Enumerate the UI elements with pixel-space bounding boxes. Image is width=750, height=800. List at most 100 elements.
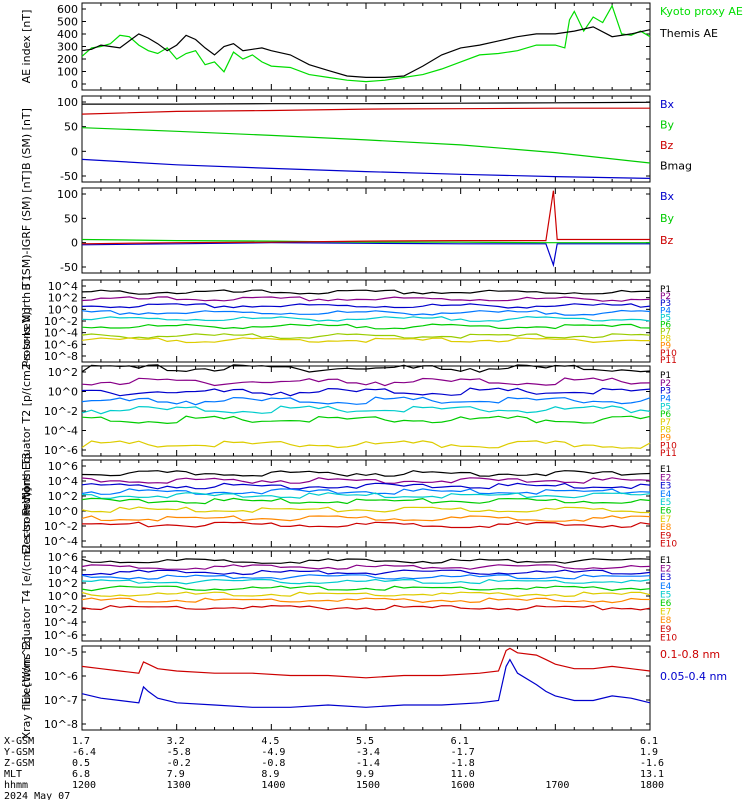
legend-entry: P6 [660,410,671,420]
footer-row-label: hhmm [4,780,28,791]
series-line-bz [81,107,650,115]
series-line-p4 [81,309,651,316]
legend-entry: P3 [660,299,671,309]
y-tick-label: 50 [64,121,78,134]
footer-value: 13.1 [640,769,664,780]
y-tick-label: 10^2 [48,292,78,305]
series-line-e7 [81,506,650,514]
footer-value: 4.5 [261,736,279,747]
legend-entry: E6 [660,507,672,517]
footer-row-label: Y-GSM [4,747,34,758]
y-tick-label: 10^-6 [44,629,78,642]
legend-entry: E10 [660,633,677,643]
panel-7: 10^610^410^210^010^-210^-410^-6Electrons… [20,487,677,704]
footer-value: 1400 [261,780,285,791]
series-line-e2 [81,564,651,570]
legend-entry: 0.1-0.8 nm [660,648,720,661]
footer-value: 9.9 [356,769,374,780]
y-tick-label: 10^4 [48,475,78,488]
footer-value: -4.9 [261,747,285,758]
footer-value: -5.8 [167,747,191,758]
legend-entry: Bx [660,98,675,111]
panel-frame [81,187,651,274]
legend-entry: By [660,212,675,225]
y-tick-label: 10^-4 [44,535,78,548]
y-tick-label: 10^-2 [44,405,78,418]
legend-entry: 0.05-0.4 nm [660,670,727,683]
legend-entry: Bz [660,234,674,247]
series-line-0-05-0-4-nm [81,658,651,708]
series-line-e2 [81,477,651,484]
y-tick-label: 10^-8 [44,350,78,363]
footer-value: 6.1 [640,736,658,747]
y-tick-label: 100 [57,188,78,201]
series-line-e3 [81,482,651,490]
legend-entry: P5 [660,313,671,323]
legend-entry: E3 [660,573,671,583]
y-tick-label: 10^-4 [44,327,78,340]
y-tick-label: 600 [57,3,78,16]
y-tick-label: 10^0 [48,386,78,399]
panel-8: 10^-5 10^-6 10^-7 10^-8 Xray flux [W/m^2] 0.1… [20,637,727,740]
legend-entry: P8 [660,335,671,345]
series-line-e1 [81,558,651,564]
footer-value: 7.9 [167,769,185,780]
y-axis-label: Electrons Equator T4 [e/(cm2-s-sr-keV)] [20,487,33,704]
panel-frame [81,95,651,183]
footer-value: -0.2 [167,758,191,769]
legend-entry: E7 [660,515,671,525]
y-tick-label: 100 [57,66,78,79]
series-line-bmag [82,101,651,105]
footer-value: 6.8 [72,769,90,780]
y-tick-label: 400 [57,28,78,41]
series-line-p2 [81,377,651,387]
legend-entry: P7 [660,328,671,338]
y-tick-label: 10^2 [48,366,78,379]
series-line-p7 [81,333,651,340]
y-tick-label: 10^-2 [44,520,78,533]
legend-entry: E5 [660,590,671,600]
y-tick-label: -50 [60,170,78,183]
series-line-p3 [81,387,651,397]
legend-entry: P3 [660,387,671,397]
series-line-0-1-0-8-nm [81,647,651,679]
footer-value: -0.8 [261,758,285,769]
legend-entry: P11 [660,449,677,459]
y-axis-label: Protons Equator T2 [p/(cm2-s-sr-keV)] [20,307,33,515]
series-line-e9 [82,521,651,529]
series-line-e9 [81,604,651,611]
footer-value: 1800 [640,780,664,791]
series-line-p4 [81,396,651,406]
series-line-p2 [81,296,651,302]
legend-entry: E2 [660,473,671,483]
series-line-p6 [81,415,651,425]
series-line-p5 [81,405,651,415]
legend-entry: Bz [660,139,674,152]
y-tick-label: -50 [60,261,78,274]
series-line-e3 [82,569,651,576]
y-tick-label: 10^-2 [44,603,78,616]
y-tick-label: 10^-5 [44,646,78,659]
y-tick-label: 10^6 [48,460,78,473]
y-axis-label: Xray flux [W/m^2] [20,637,33,740]
footer-value: 1300 [167,780,191,791]
series-line-bx [81,158,651,179]
legend-entry: E3 [660,482,671,492]
footer-value: -1.6 [640,758,664,769]
footer-value: 1500 [356,780,380,791]
legend-entry: P2 [660,292,671,302]
legend-entry: E4 [660,582,672,592]
footer-value: -1.7 [451,747,475,758]
series-line-bx [81,242,650,268]
y-tick-label: 10^-6 [44,444,78,457]
footer-value: 8.9 [261,769,279,780]
legend-entry: P9 [660,342,671,352]
series-line-e6 [81,497,651,505]
footer-value: 6.1 [451,736,469,747]
footer-value: 1600 [451,780,475,791]
footer-value: -6.4 [72,747,96,758]
y-tick-label: 10^-6 [44,338,78,351]
